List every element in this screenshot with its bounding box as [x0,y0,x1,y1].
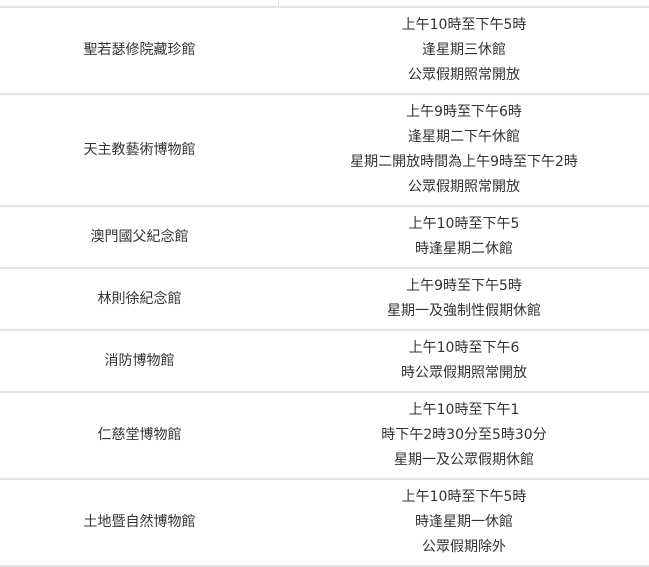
table-top-edge [0,0,649,8]
hours-line: 上午9時至下午5時 [406,278,522,294]
table-row: 消防博物館 上午10時至下午6 時公眾假期照常開放 [0,330,649,393]
table-row: 澳門國父紀念館 上午10時至下午5 時逢星期二休館 [0,206,649,269]
hours-line: 星期一及公眾假期休館 [394,452,534,468]
hours-line: 時逢星期一休館 [415,514,513,530]
opening-hours: 上午10時至下午5時 逢星期三休館 公眾假期照常開放 [279,8,649,95]
opening-hours: 上午10時至下午5 時逢星期二休館 [279,206,649,269]
hours-line: 公眾假期除外 [422,539,506,555]
museum-name: 仁慈堂博物館 [0,392,279,480]
table-row: 土地暨自然博物館 上午10時至下午5時 時逢星期一休館 公眾假期除外 [0,479,649,567]
hours-line: 逢星期三休館 [422,42,506,58]
museum-name: 林則徐紀念館 [0,268,279,331]
hours-line: 時逢星期二休館 [415,241,513,257]
opening-hours: 上午10時至下午6 時公眾假期照常開放 [279,330,649,393]
opening-hours: 上午10時至下午5時 時逢星期一休館 公眾假期除外 [279,479,649,567]
hours-line: 星期二開放時間為上午9時至下午2時 [350,154,578,170]
column-divider [278,0,279,8]
hours-line: 上午10時至下午5 [408,216,520,232]
table-row: 林則徐紀念館 上午9時至下午5時 星期一及強制性假期休館 [0,268,649,331]
table-row: 聖若瑟修院藏珍館 上午10時至下午5時 逢星期三休館 公眾假期照常開放 [0,8,649,95]
hours-line: 公眾假期照常開放 [408,67,520,83]
museum-name: 天主教藝術博物館 [0,94,279,207]
hours-line: 上午10時至下午1 [408,402,520,418]
museum-hours-table: 聖若瑟修院藏珍館 上午10時至下午5時 逢星期三休館 公眾假期照常開放 天主教藝術博物館… [0,8,649,567]
hours-line: 逢星期二下午休館 [408,129,520,145]
hours-line: 上午10時至下午6 [408,340,520,356]
hours-line: 時下午2時30分至5時30分 [381,427,547,443]
museum-name: 澳門國父紀念館 [0,206,279,269]
hours-line: 上午9時至下午6時 [406,104,522,120]
opening-hours: 上午10時至下午1 時下午2時30分至5時30分 星期一及公眾假期休館 [279,392,649,480]
table-row: 天主教藝術博物館 上午9時至下午6時 逢星期二下午休館 星期二開放時間為上午9時至下午… [0,94,649,207]
hours-line: 上午10時至下午5時 [401,17,527,33]
opening-hours: 上午9時至下午6時 逢星期二下午休館星期二開放時間為上午9時至下午2時 公眾假期照常… [279,94,649,207]
hours-line: 公眾假期照常開放 [408,179,520,195]
museum-name: 土地暨自然博物館 [0,479,279,567]
museum-name: 聖若瑟修院藏珍館 [0,8,279,95]
hours-line: 時公眾假期照常開放 [401,365,527,381]
hours-line: 上午10時至下午5時 [401,489,527,505]
hours-line: 星期一及強制性假期休館 [387,303,541,319]
table-row: 仁慈堂博物館 上午10時至下午1 時下午2時30分至5時30分 星期一及公眾假期休館 [0,392,649,480]
museum-name: 消防博物館 [0,330,279,393]
opening-hours: 上午9時至下午5時星期一及強制性假期休館 [279,268,649,331]
